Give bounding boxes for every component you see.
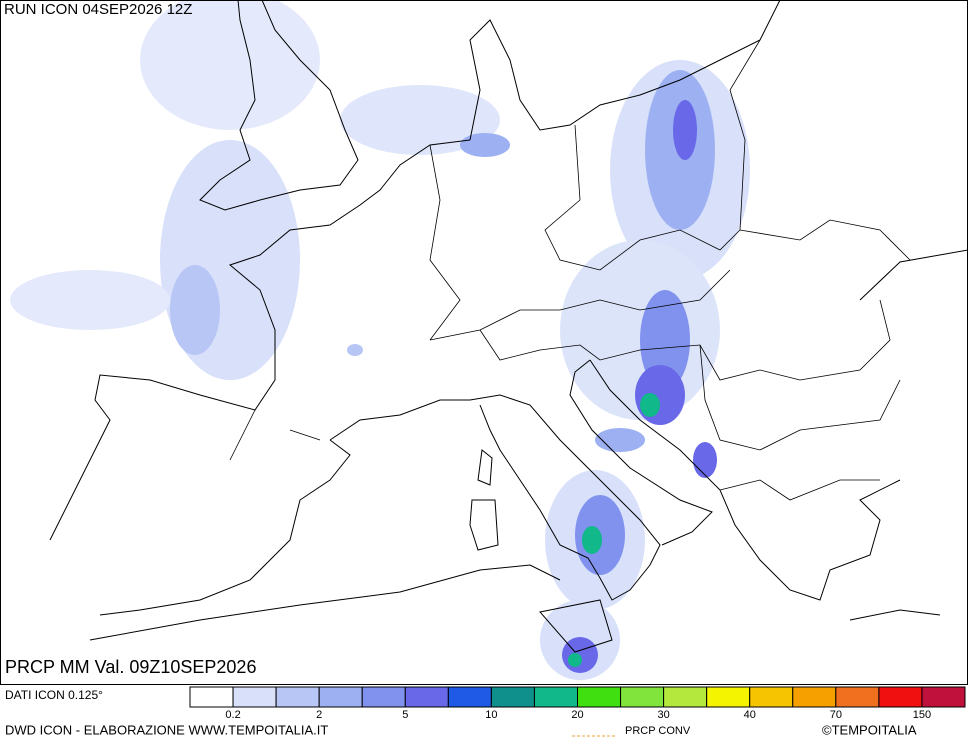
legend-swatch [792, 686, 837, 708]
legend-swatch [189, 686, 234, 708]
legend-label: 2 [316, 709, 322, 721]
legend-swatch [447, 686, 492, 708]
legend-label: 150 [913, 709, 931, 721]
legend-swatch [663, 686, 708, 708]
map: RUN ICON 04SEP2026 12Z PRCP MM Val. 09Z1… [0, 0, 968, 685]
borders [229, 39, 911, 501]
legend-swatch [749, 686, 794, 708]
conv-label: PRCP CONV [625, 725, 691, 737]
legend-label: 30 [657, 709, 669, 721]
legend-swatch [232, 686, 277, 708]
legend-swatch [275, 686, 320, 708]
coastlines [49, 0, 968, 653]
legend-swatch [835, 686, 880, 708]
credit: DWD ICON - ELABORAZIONE WWW.TEMPOITALIA.… [5, 722, 328, 737]
legend-source: DATI ICON 0.125° [5, 688, 103, 702]
legend-label: 5 [402, 709, 408, 721]
precip-field [10, 0, 750, 680]
copyright: ©TEMPOITALIA [822, 722, 917, 737]
legend-swatch [878, 686, 923, 708]
legend-swatch [706, 686, 751, 708]
legend-swatch [361, 686, 406, 708]
legend-swatch [490, 686, 535, 708]
legend-label: 10 [485, 709, 497, 721]
legend-label: 20 [571, 709, 583, 721]
legend-swatch [620, 686, 665, 708]
legend-label: 70 [830, 709, 842, 721]
legend-swatch [533, 686, 579, 708]
legend-label: 0.2 [225, 709, 240, 721]
run-label: RUN ICON 04SEP2026 12Z [4, 1, 192, 18]
legend-swatch [577, 686, 622, 708]
legend-swatch [404, 686, 449, 708]
legend: DATI ICON 0.125° 0.2 2 5 10 20 30 40 70 150 [5, 686, 966, 721]
field-label: PRCP MM Val. 09Z10SEP2026 [5, 657, 256, 677]
legend-swatch [318, 686, 363, 708]
legend-swatch [921, 686, 966, 708]
legend-label: 40 [744, 709, 756, 721]
